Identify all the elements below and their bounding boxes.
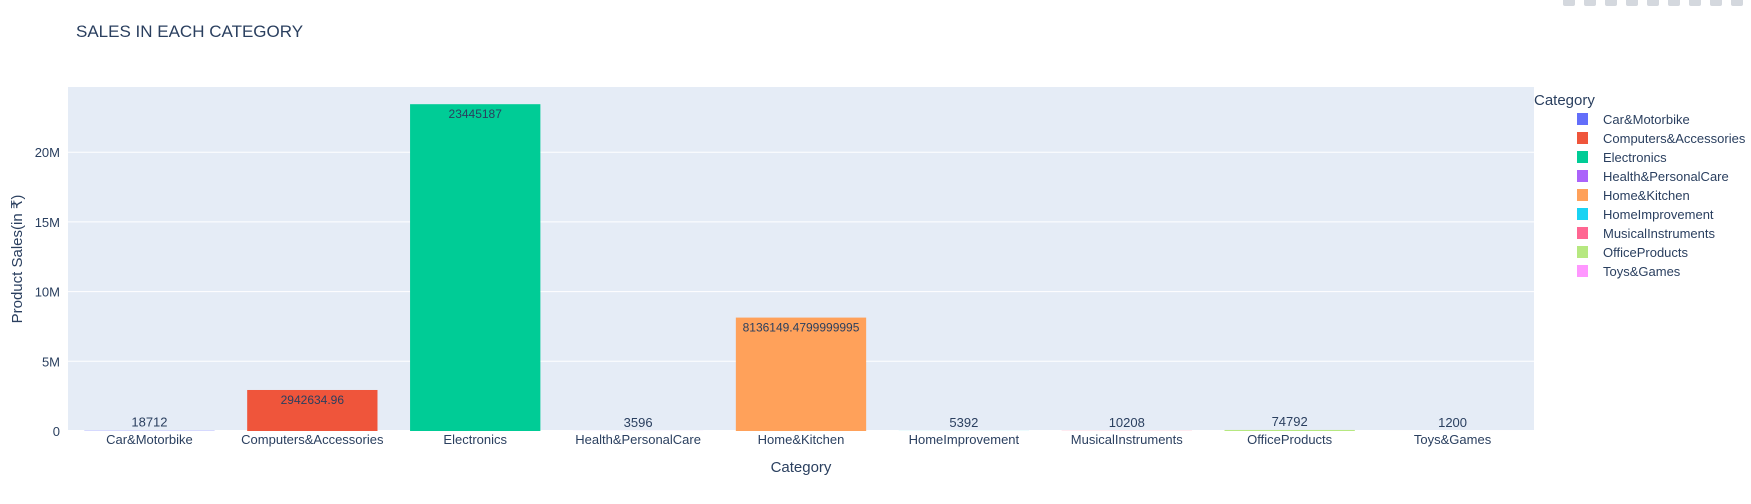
- legend-item-label[interactable]: Health&PersonalCare: [1603, 169, 1729, 184]
- bar-value-label: 1200: [1438, 415, 1467, 430]
- bar[interactable]: [1224, 429, 1355, 431]
- legend-swatch[interactable]: [1577, 151, 1588, 163]
- legend-item-label[interactable]: Computers&Accessories: [1603, 131, 1746, 146]
- y-tick-label: 15M: [35, 215, 60, 230]
- y-tick-label: 0: [53, 424, 60, 439]
- modebar: [1563, 0, 1743, 8]
- autoscale-icon[interactable]: [1710, 0, 1722, 6]
- bar-value-label: 10208: [1109, 415, 1145, 430]
- zoom-in-icon[interactable]: [1668, 0, 1680, 6]
- legend-swatch[interactable]: [1577, 132, 1588, 144]
- legend: Category Car&Motorbike Computers&Accessor…: [1534, 92, 1746, 279]
- legend-swatch[interactable]: [1577, 208, 1588, 220]
- zoom-icon[interactable]: [1584, 0, 1596, 6]
- lasso-select-icon[interactable]: [1647, 0, 1659, 6]
- bar-value-label: 74792: [1272, 414, 1308, 429]
- x-tick-label: HomeImprovement: [909, 432, 1020, 447]
- x-tick-label: Car&Motorbike: [106, 432, 193, 447]
- legend-swatch[interactable]: [1577, 265, 1588, 277]
- legend-item-label[interactable]: HomeImprovement: [1603, 207, 1714, 222]
- y-tick-label: 10M: [35, 285, 60, 300]
- pan-icon[interactable]: [1605, 0, 1617, 6]
- x-tick-label: Electronics: [443, 432, 507, 447]
- y-axis-ticks: 0 5M 10M 15M 20M: [35, 145, 60, 439]
- legend-swatch[interactable]: [1577, 246, 1588, 258]
- box-select-icon[interactable]: [1626, 0, 1638, 6]
- bar-value-label: 2942634.96: [281, 393, 345, 407]
- y-axis-title: Product Sales(in ₹): [9, 195, 26, 324]
- bar[interactable]: [410, 104, 541, 431]
- bar[interactable]: [735, 317, 867, 431]
- legend-item-label[interactable]: Home&Kitchen: [1603, 188, 1690, 203]
- x-tick-label: Computers&Accessories: [241, 432, 384, 447]
- bar[interactable]: [247, 389, 378, 431]
- legend-item-label[interactable]: Toys&Games: [1603, 264, 1681, 279]
- chart-title: SALES IN EACH CATEGORY: [76, 22, 303, 41]
- x-tick-label: Home&Kitchen: [758, 432, 845, 447]
- bar-value-label: 23445187: [449, 107, 503, 121]
- legend-swatch[interactable]: [1577, 170, 1588, 182]
- x-axis-title: Category: [771, 459, 832, 476]
- bar-value-label: 3596: [624, 415, 653, 430]
- y-tick-label: 20M: [35, 145, 60, 160]
- legend-swatch[interactable]: [1577, 189, 1588, 201]
- bar-value-label: 8136149.4799999995: [743, 321, 860, 335]
- legend-swatch[interactable]: [1577, 113, 1588, 125]
- legend-item-label[interactable]: Electronics: [1603, 150, 1667, 165]
- y-tick-label: 5M: [42, 354, 60, 369]
- x-tick-label: Health&PersonalCare: [575, 432, 701, 447]
- bar-value-labels: 18712 2942634.96 23445187 3596 8136149.47999…: [131, 107, 1467, 430]
- legend-item-label[interactable]: Car&Motorbike: [1603, 112, 1690, 127]
- bar-value-label: 18712: [131, 415, 167, 430]
- reset-axes-icon[interactable]: [1731, 0, 1743, 6]
- bar-value-label: 5392: [949, 415, 978, 430]
- x-tick-label: Toys&Games: [1414, 432, 1492, 447]
- bars: [84, 104, 1518, 431]
- legend-item-label[interactable]: MusicalInstruments: [1603, 226, 1715, 241]
- zoom-out-icon[interactable]: [1689, 0, 1701, 6]
- legend-swatch[interactable]: [1577, 227, 1588, 239]
- legend-item-label[interactable]: OfficeProducts: [1603, 245, 1689, 260]
- camera-icon[interactable]: [1563, 0, 1575, 6]
- x-tick-label: MusicalInstruments: [1071, 432, 1183, 447]
- x-tick-label: OfficeProducts: [1247, 432, 1333, 447]
- x-axis-ticks: Car&Motorbike Computers&Accessories Electr…: [106, 432, 1492, 447]
- legend-title: Category: [1534, 92, 1595, 109]
